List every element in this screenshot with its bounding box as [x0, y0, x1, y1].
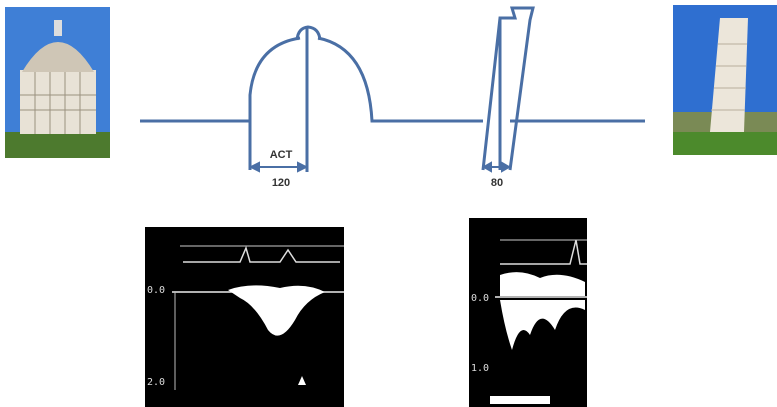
baptistery-photo: [5, 7, 110, 158]
doppler-left: 0.0 2.0: [145, 227, 344, 407]
tower-photo: [673, 5, 777, 155]
baptistery-width: 120: [272, 177, 290, 189]
doppler-label: 0.0: [471, 293, 489, 304]
doppler-label: 1.0: [471, 363, 489, 374]
dimension-arrows: [251, 163, 509, 171]
diagram: ACT 120 80 0.0 2.0 0.0 1.0: [0, 0, 777, 407]
doppler-label: 0.0: [147, 285, 165, 296]
act-label: ACT: [270, 149, 293, 161]
doppler-label: 2.0: [147, 377, 165, 388]
tower-width: 80: [491, 177, 503, 189]
doppler-right: 0.0 1.0: [469, 218, 587, 407]
profile-line: [140, 8, 645, 172]
